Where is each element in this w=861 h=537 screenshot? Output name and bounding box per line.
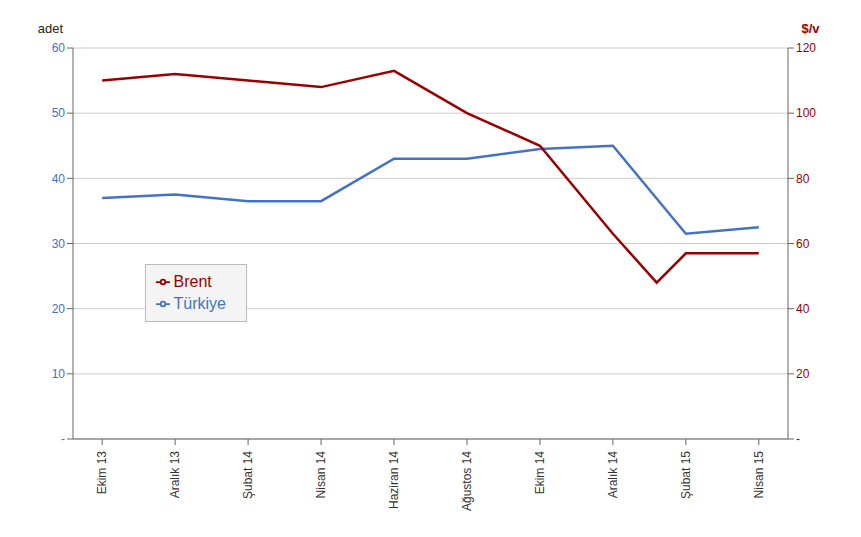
svg-text:Nisan 14: Nisan 14 — [314, 451, 328, 499]
svg-text:$/v: $/v — [801, 21, 820, 36]
svg-text:60: 60 — [52, 41, 66, 55]
svg-text:80: 80 — [796, 172, 810, 186]
svg-text:Haziran 14: Haziran 14 — [387, 451, 401, 509]
svg-text:Ekim 13: Ekim 13 — [95, 451, 109, 495]
svg-text:adet: adet — [38, 21, 64, 36]
svg-text:40: 40 — [52, 172, 66, 186]
svg-text:40: 40 — [796, 302, 810, 316]
svg-text:Aralık 14: Aralık 14 — [606, 451, 620, 499]
svg-text:20: 20 — [52, 302, 66, 316]
svg-text:20: 20 — [796, 367, 810, 381]
svg-text:120: 120 — [796, 41, 816, 55]
svg-text:Nisan 15: Nisan 15 — [752, 451, 766, 499]
svg-text:10: 10 — [52, 367, 66, 381]
svg-text:Ağustos 14: Ağustos 14 — [460, 451, 474, 511]
svg-text:Ekim 14: Ekim 14 — [533, 451, 547, 495]
svg-text:Şubat 15: Şubat 15 — [679, 451, 693, 499]
svg-text:-: - — [61, 432, 65, 446]
svg-text:Şubat 14: Şubat 14 — [241, 451, 255, 499]
svg-text:-: - — [796, 432, 800, 446]
svg-text:100: 100 — [796, 106, 816, 120]
svg-text:30: 30 — [52, 237, 66, 251]
svg-text:60: 60 — [796, 237, 810, 251]
svg-text:Aralık 13: Aralık 13 — [168, 451, 182, 499]
svg-text:50: 50 — [52, 106, 66, 120]
html-text:Türkiye: Türkiye — [173, 294, 226, 312]
html-text:Brent: Brent — [173, 272, 212, 290]
